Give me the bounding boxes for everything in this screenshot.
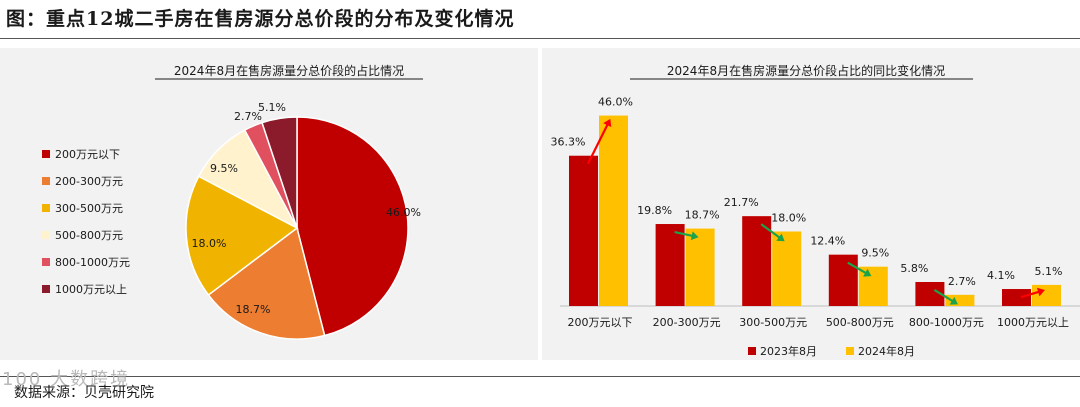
x-tick-label-3: 300-500万元 [739,316,807,329]
bottom-rule [0,376,1080,377]
bar-label-2024-2: 18.7% [685,209,720,222]
bar-label-2023-6: 4.1% [987,269,1015,282]
trend-arrow-line-1 [587,121,610,165]
pie-slice-6 [261,116,298,229]
legend-label-1: 200万元以下 [55,148,120,161]
pie-title: 2024年8月在售房源量分总价段的占比情况 [174,63,404,78]
trend-arrow-line-5 [933,289,956,304]
bar-2024-1 [599,115,628,306]
bar-label-2024-4: 9.5% [861,247,889,260]
legend-swatch-2024 [846,347,854,355]
pie-slice-label-6: 5.1% [258,101,286,114]
pie-slice-3 [185,175,299,296]
trend-arrow-head-3 [776,233,785,242]
bar-2023-4 [828,254,858,306]
trend-arrow-head-4 [863,268,872,277]
figure-title: 图：重点12城二手房在售房源分总价段的分布及变化情况 [6,8,515,30]
legend-label-2023: 2023年8月 [760,344,817,358]
x-tick-label-5: 800-1000万元 [909,316,984,329]
bar-2024-5 [945,294,975,306]
pie-chart: 2024年8月在售房源量分总价段的占比情况 46.0% 18.7% 18.0% 9.5%… [42,63,423,340]
legend-label-5: 800-1000万元 [55,256,130,269]
trend-arrow-head-1 [603,118,612,128]
trend-arrow-head-2 [690,231,699,241]
x-tick-label-4: 500-800万元 [826,316,894,329]
bar-label-2023-4: 12.4% [810,235,845,248]
legend-swatch-3 [42,204,50,212]
legend-swatch-6 [42,285,50,293]
pie-panel: 2024年8月在售房源量分总价段的占比情况 46.0% 18.7% 18.0% 9.5%… [0,48,538,360]
bar-label-2024-1: 46.0% [598,96,633,109]
pie-slice-label-2: 18.7% [236,303,271,316]
legend-label-4: 500-800万元 [55,229,123,242]
source-note: 数据来源：贝壳研究院 [14,385,154,401]
bar-title: 2024年8月在售房源量分总价段占比的同比变化情况 [667,63,945,78]
trend-arrow-line-4 [847,261,870,276]
trend-arrow-head-6 [1036,287,1045,297]
bar-panel: 2024年8月在售房源量分总价段占比的同比变化情况 36.3% 46.0% 200万元… [542,48,1080,360]
watermark-text: 100 大数跨境 [2,369,131,390]
pie-slice-1 [296,116,409,337]
pie-slice-label-4: 9.5% [210,162,238,175]
legend-label-2: 200-300万元 [55,175,123,188]
bar-label-2023-1: 36.3% [551,136,586,149]
pie-slice-label-5: 2.7% [234,110,262,123]
legend-label-6: 1000万元以上 [55,283,127,296]
bar-label-2024-3: 18.0% [771,211,806,224]
bar-label-2024-5: 2.7% [948,275,976,288]
bar-chart: 2024年8月在售房源量分总价段占比的同比变化情况 36.3% 46.0% 200万元… [551,63,1080,358]
top-rule [0,38,1080,39]
pie-slice-2 [207,226,326,340]
bar-2023-1 [569,155,598,306]
legend-swatch-5 [42,258,50,266]
pie-slice-label-3: 18.0% [192,237,227,250]
bar-2024-6 [1032,284,1061,306]
legend-label-3: 300-500万元 [55,202,123,215]
bar-2023-6 [1002,289,1031,306]
bar-2024-3 [772,231,802,306]
bar-label-2023-5: 5.8% [900,262,928,275]
trend-arrow-line-3 [760,223,783,241]
legend-swatch-1 [42,150,50,158]
bar-2023-2 [655,224,685,306]
bar-label-2023-3: 21.7% [724,196,759,209]
x-tick-label-2: 200-300万元 [653,316,721,329]
x-tick-label-6: 1000万元以上 [997,316,1069,329]
legend-label-2024: 2024年8月 [858,344,915,358]
bar-2024-4 [858,266,888,306]
bar-2023-3 [742,216,772,306]
legend-swatch-2023 [748,347,756,355]
bar-label-2024-6: 5.1% [1035,265,1063,278]
trend-arrow-head-5 [949,296,958,305]
pie-slice-label-1: 46.0% [386,206,421,219]
bar-2024-2 [685,228,715,306]
x-tick-label-1: 200万元以下 [568,316,633,329]
bar-label-2023-2: 19.8% [637,204,672,217]
legend-swatch-2 [42,177,50,185]
legend-swatch-4 [42,231,50,239]
